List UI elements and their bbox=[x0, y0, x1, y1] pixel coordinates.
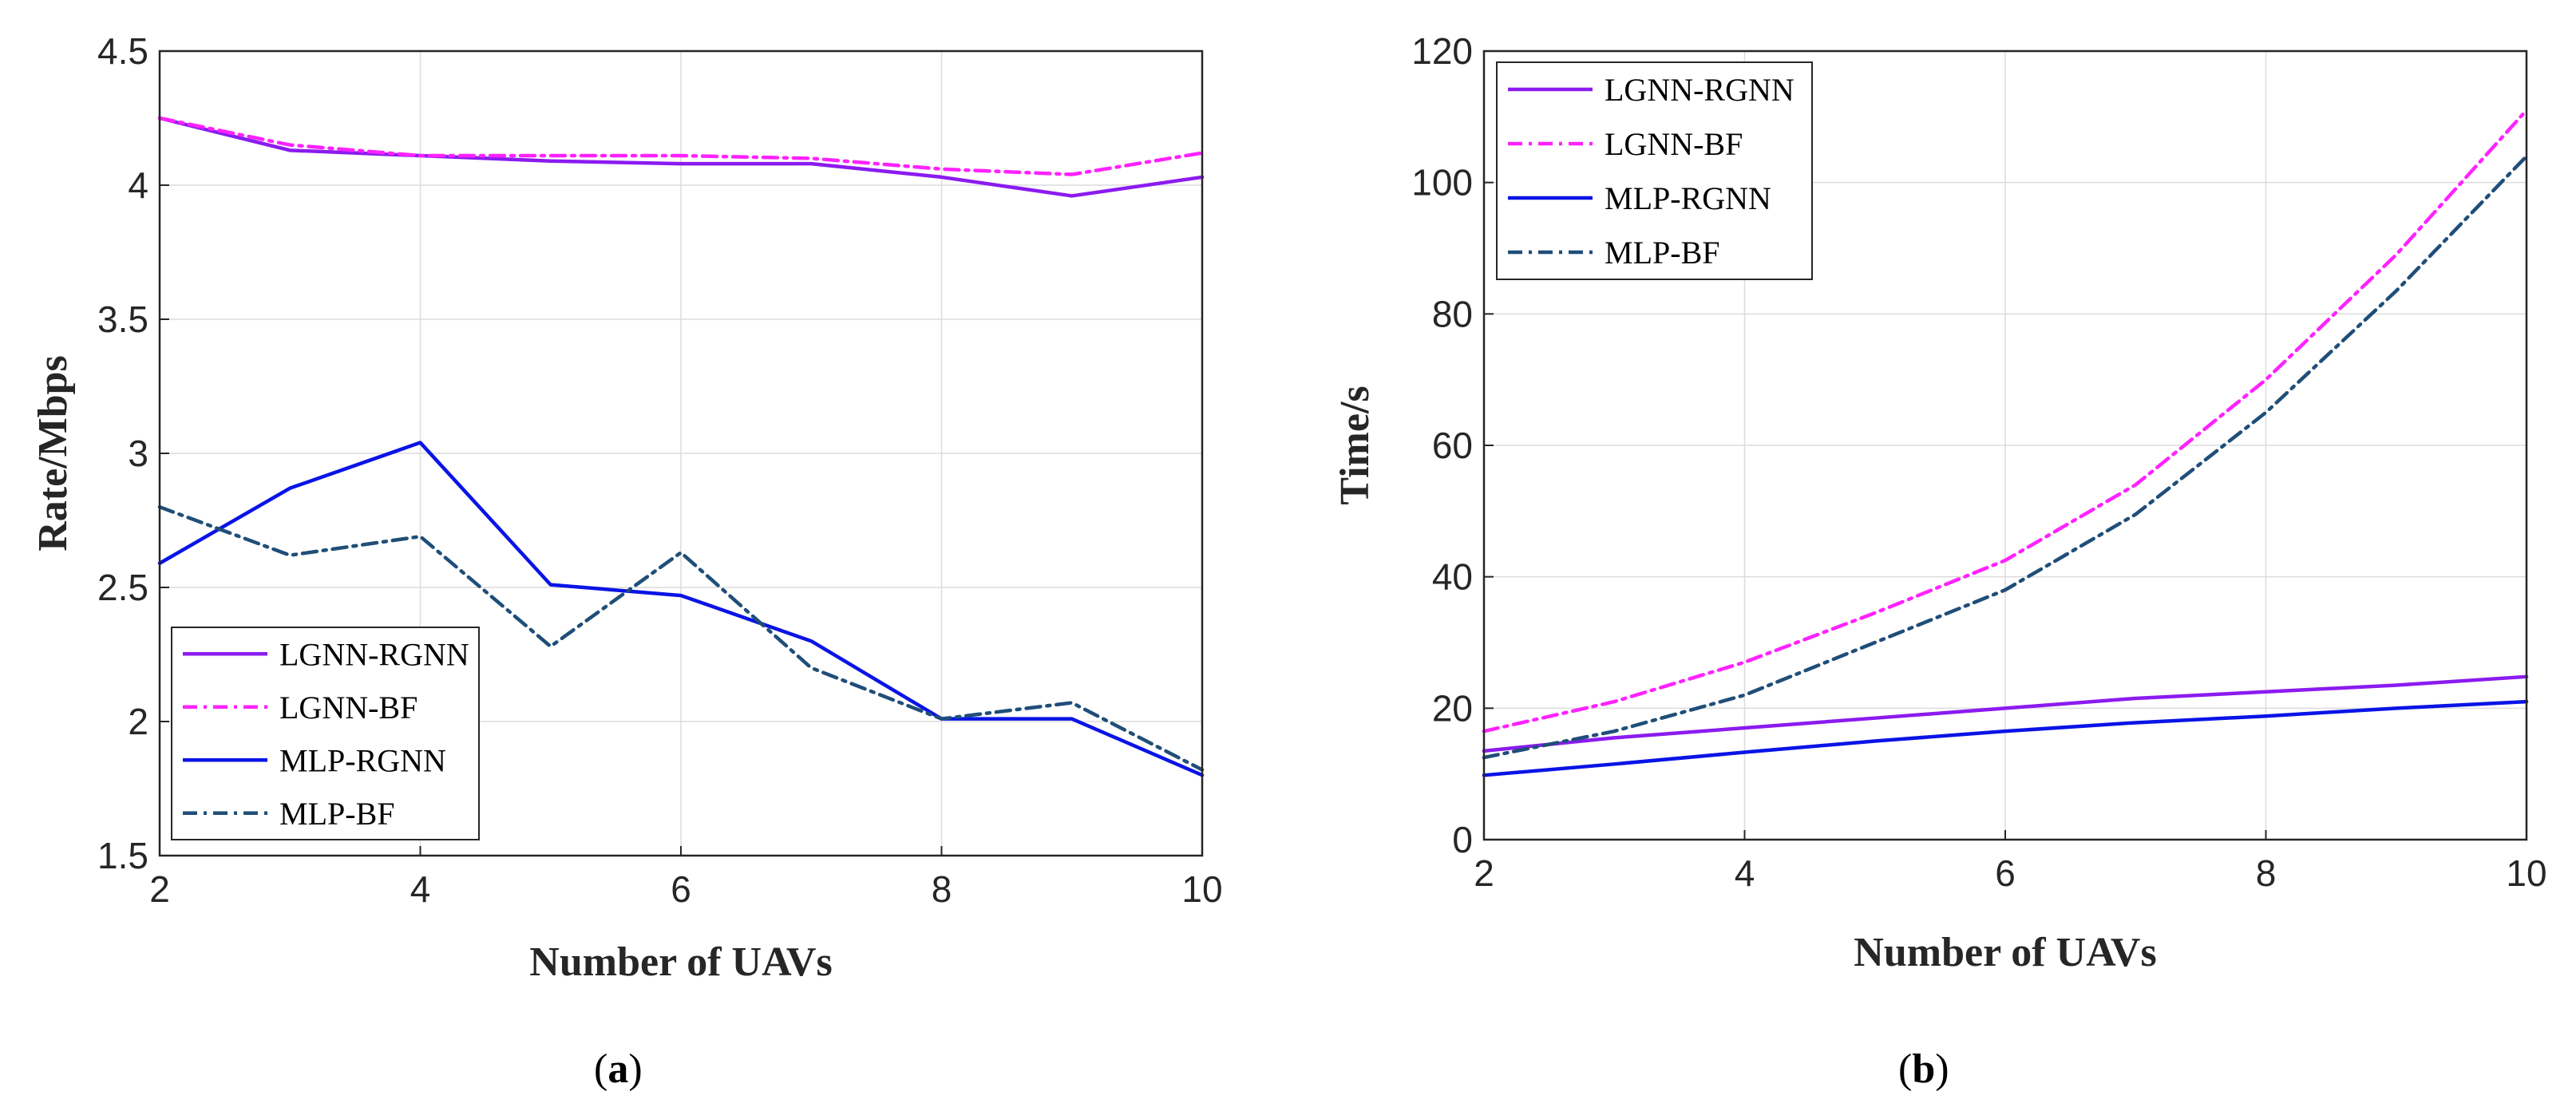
legend-label-mlp-bf: MLP-BF bbox=[1605, 235, 1720, 271]
svg-text:(b): (b) bbox=[1898, 1046, 1949, 1092]
chart-b-y-tick-label: 80 bbox=[1432, 293, 1473, 334]
series-line-mlp-rgnn bbox=[1482, 699, 2529, 777]
caption-b-letter: b bbox=[1912, 1046, 1935, 1092]
chart-b-y-tick-label: 120 bbox=[1411, 30, 1473, 72]
chart-b-y-tick-label: 60 bbox=[1432, 425, 1473, 466]
chart-a-x-tick-label: 10 bbox=[1181, 868, 1222, 910]
chart-b-x-tick-label: 2 bbox=[1474, 852, 1494, 894]
chart-b-series bbox=[1482, 108, 2529, 777]
chart-a-legend-box bbox=[171, 627, 480, 840]
series-line-lgnn-rgnn bbox=[1482, 674, 2529, 753]
chart-a-y-tick-label: 3 bbox=[128, 433, 148, 474]
chart-a-series bbox=[157, 116, 1205, 777]
caption-b: (b) bbox=[1898, 1046, 1949, 1092]
chart-a-y-tick-label: 4 bbox=[128, 164, 148, 206]
series-line-lgnn-rgnn bbox=[157, 116, 1205, 198]
chart-a-x-tick-label: 6 bbox=[671, 868, 691, 910]
chart-a-y-tick-label: 2 bbox=[128, 701, 148, 742]
chart-a-y-tick-label: 3.5 bbox=[97, 299, 148, 340]
chart-a-tick-labels: 1.522.533.544.52 4 6 8 10 bbox=[97, 30, 1223, 910]
chart-b-x-tick-label: 4 bbox=[1735, 852, 1755, 894]
chart-b-legend-box bbox=[1496, 61, 1813, 280]
chart-a-x-tick-label: 4 bbox=[410, 868, 431, 910]
series-line-mlp-bf bbox=[1482, 154, 2529, 760]
caption-b-close: ) bbox=[1935, 1046, 1949, 1092]
chart-a: 1.522.533.544.52 4 6 8 10 Number of UAVs Rat… bbox=[30, 30, 1223, 1092]
chart-b-tick-labels: 0 20 40 60 80 100 120 2 4 6 8 10 bbox=[1411, 30, 2546, 894]
series-line-lgnn-bf bbox=[1482, 108, 2529, 733]
series-line-mlp-bf bbox=[157, 504, 1205, 772]
chart-a-y-tick-label: 4.5 bbox=[97, 30, 148, 72]
series-line-lgnn-bf bbox=[157, 116, 1205, 176]
legend-label-lgnn-rgnn: LGNN-RGNN bbox=[1605, 72, 1794, 108]
legend-label-lgnn-rgnn: LGNN-RGNN bbox=[279, 636, 469, 672]
legend-label-mlp-bf: MLP-BF bbox=[279, 796, 395, 832]
caption-a: (a) bbox=[594, 1046, 643, 1092]
chart-a-y-tick-label: 2.5 bbox=[97, 567, 148, 608]
chart-b-y-tick-label: 0 bbox=[1452, 819, 1473, 860]
chart-a-y-tick-label: 1.5 bbox=[97, 835, 148, 876]
chart-a-y-axis-label: Rate/Mbps bbox=[30, 355, 76, 552]
chart-b-y-axis-label: Time/s bbox=[1332, 386, 1378, 504]
chart-a-x-tick-label: 2 bbox=[149, 868, 170, 910]
legend-label-lgnn-bf: LGNN-BF bbox=[1605, 126, 1743, 162]
legend-label-lgnn-bf: LGNN-BF bbox=[279, 690, 417, 726]
legend-label-mlp-rgnn: MLP-RGNN bbox=[279, 742, 446, 778]
chart-b-y-tick-label: 40 bbox=[1432, 556, 1473, 598]
chart-b-y-tick-label: 100 bbox=[1411, 162, 1473, 204]
caption-b-open: ( bbox=[1898, 1046, 1912, 1092]
caption-a-open: ( bbox=[594, 1046, 607, 1092]
chart-b-x-axis-label: Number of UAVs bbox=[1854, 930, 2156, 975]
chart-a-x-tick-label: 8 bbox=[932, 868, 952, 910]
svg-text:(a): (a) bbox=[594, 1046, 643, 1092]
chart-a-x-axis-label: Number of UAVs bbox=[529, 939, 832, 985]
chart-b: 0 20 40 60 80 100 120 2 4 6 8 10 Number of UAVs Tim… bbox=[1332, 30, 2547, 1092]
chart-a-legend: LGNN-RGNN LGNN-BF MLP-RGNN MLP-BF bbox=[171, 627, 480, 840]
caption-a-letter: a bbox=[607, 1046, 628, 1092]
caption-a-close: ) bbox=[628, 1046, 642, 1092]
chart-b-x-tick-label: 6 bbox=[1995, 852, 2016, 894]
chart-b-x-tick-label: 10 bbox=[2506, 852, 2546, 894]
chart-b-legend: LGNN-RGNN LGNN-BF MLP-RGNN MLP-BF bbox=[1496, 61, 1813, 280]
legend-label-mlp-rgnn: MLP-RGNN bbox=[1605, 180, 1771, 216]
chart-b-y-tick-label: 20 bbox=[1432, 687, 1473, 729]
chart-b-x-tick-label: 8 bbox=[2256, 852, 2277, 894]
series-line-mlp-rgnn bbox=[157, 441, 1205, 777]
